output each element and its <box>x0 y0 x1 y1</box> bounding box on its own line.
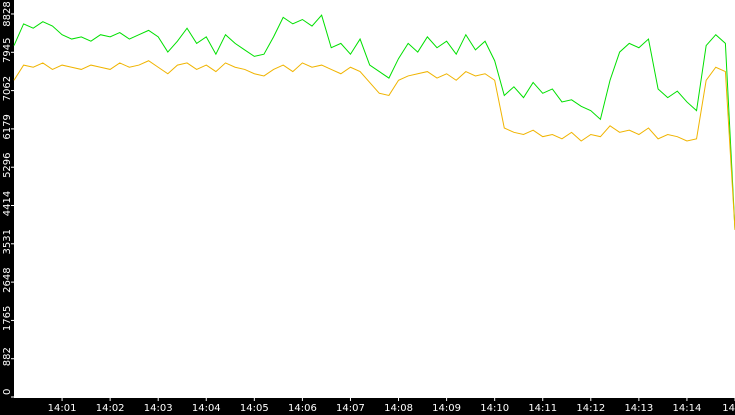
x-tick-label: 14:13 <box>624 403 653 414</box>
y-tick-label: 1765 <box>2 306 13 331</box>
series-line <box>13 14 735 230</box>
x-tick-label: 14:07 <box>336 403 365 414</box>
x-tick-label: 14:12 <box>576 403 605 414</box>
y-tick-label: 3531 <box>2 229 13 254</box>
y-axis-strip <box>0 0 14 415</box>
y-tick-label: 4414 <box>2 191 13 216</box>
x-tick-label: 14:11 <box>528 403 557 414</box>
y-tick-label: 7945 <box>2 38 13 63</box>
y-tick-label: 6179 <box>2 114 13 139</box>
y-tick-label: 5296 <box>2 152 13 177</box>
x-axis-strip <box>0 398 735 415</box>
x-tick-label: 14:06 <box>288 403 317 414</box>
y-tick-label: 882 <box>2 347 13 366</box>
x-tick-label: 14:01 <box>48 403 77 414</box>
x-tick-label: 14:05 <box>240 403 269 414</box>
y-tick-label: 7062 <box>2 76 13 101</box>
y-tick-label: 2648 <box>2 267 13 292</box>
y-tick-label: 0 <box>2 389 13 395</box>
x-tick-label: 14 <box>722 403 735 414</box>
x-tick-label: 14:09 <box>432 403 461 414</box>
x-tick-label: 14:14 <box>673 403 702 414</box>
y-tick-label: 8828 <box>2 1 13 26</box>
x-tick-label: 14:04 <box>192 403 221 414</box>
series-line <box>13 60 735 230</box>
x-tick-label: 14:02 <box>96 403 125 414</box>
x-tick-label: 14:03 <box>144 403 173 414</box>
x-tick-label: 14:10 <box>480 403 509 414</box>
x-tick-label: 14:08 <box>384 403 413 414</box>
